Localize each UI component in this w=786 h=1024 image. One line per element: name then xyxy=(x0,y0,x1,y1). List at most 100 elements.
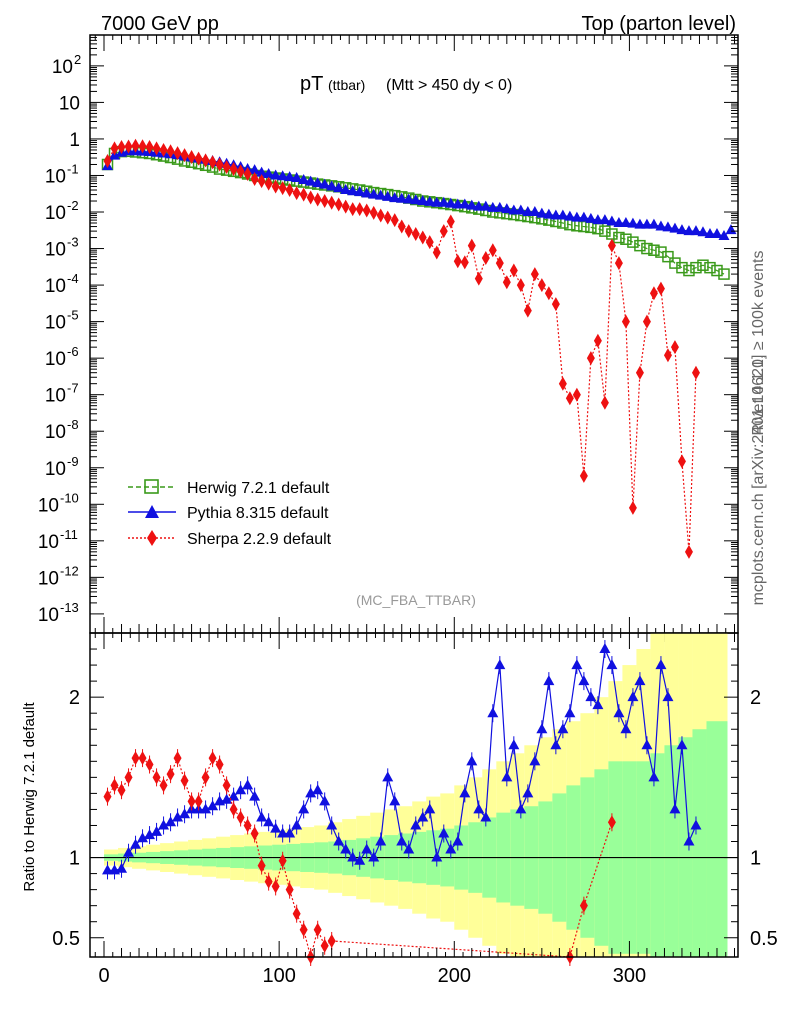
data-point-pythia xyxy=(270,169,282,180)
ratio-point-pythia xyxy=(417,811,429,822)
data-point-pythia xyxy=(340,184,352,195)
data-point-herwig xyxy=(648,244,660,256)
data-point-sherpa xyxy=(257,174,266,189)
data-point-sherpa xyxy=(264,176,273,191)
data-point-herwig xyxy=(718,268,730,280)
ratio-point-pythia xyxy=(179,808,191,819)
ratio-point-pythia xyxy=(669,803,681,814)
data-point-sherpa xyxy=(117,140,126,155)
x-tick-label: 300 xyxy=(613,965,646,987)
data-point-pythia xyxy=(592,214,604,225)
ratio-point-pythia xyxy=(207,800,219,811)
data-point-pythia xyxy=(620,217,632,228)
ratio-point-pythia xyxy=(172,811,184,822)
data-point-pythia xyxy=(361,187,373,198)
data-point-sherpa xyxy=(327,195,336,210)
data-point-pythia xyxy=(494,201,506,212)
data-point-pythia xyxy=(585,212,597,223)
y-tick-exponent: -9 xyxy=(67,454,79,469)
data-point-sherpa xyxy=(222,160,231,175)
data-point-pythia xyxy=(725,224,737,235)
ratio-point-pythia xyxy=(445,843,457,854)
ratio-point-pythia xyxy=(564,707,576,718)
data-point-sherpa xyxy=(621,314,630,329)
ratio-point-pythia xyxy=(144,829,156,840)
data-point-sherpa xyxy=(341,199,350,214)
ratio-point-pythia xyxy=(543,675,555,686)
data-point-sherpa xyxy=(236,164,245,179)
ratio-point-pythia xyxy=(487,707,499,718)
data-point-pythia xyxy=(627,217,639,228)
data-point-pythia xyxy=(249,164,261,175)
ratio-y-tick-label-right: 1 xyxy=(750,848,761,870)
data-point-herwig xyxy=(690,261,702,274)
legend-marker-pythia xyxy=(145,505,159,518)
ratio-point-pythia xyxy=(137,832,149,843)
data-point-pythia xyxy=(676,224,688,235)
ratio-point-pythia xyxy=(116,862,128,873)
data-point-sherpa xyxy=(334,197,343,212)
data-point-pythia xyxy=(375,189,387,200)
ratio-point-pythia xyxy=(501,771,513,782)
ratio-point-pythia xyxy=(529,755,541,766)
ratio-band-stat xyxy=(650,753,665,957)
legend-marker-herwig xyxy=(144,479,159,494)
ratio-point-pythia xyxy=(361,843,373,854)
ratio-point-pythia xyxy=(410,819,422,830)
ratio-point-pythia xyxy=(473,803,485,814)
ratio-point-sherpa xyxy=(103,789,112,804)
ratio-y-tick-label-right: 0.5 xyxy=(750,928,778,950)
ratio-point-sherpa xyxy=(201,770,210,785)
data-point-sherpa xyxy=(635,365,644,380)
data-point-sherpa xyxy=(418,230,427,245)
ratio-point-sherpa xyxy=(187,794,196,809)
data-point-sherpa xyxy=(677,454,686,469)
ratio-y-tick-label: 2 xyxy=(69,687,80,709)
data-point-pythia xyxy=(606,215,618,226)
data-point-sherpa xyxy=(607,238,616,253)
y-tick-label: 10 xyxy=(45,166,66,187)
data-point-pythia xyxy=(256,166,268,177)
ratio-point-pythia xyxy=(634,675,646,686)
data-point-sherpa xyxy=(453,254,462,269)
data-point-sherpa xyxy=(586,351,595,366)
ratio-point-pythia xyxy=(305,787,317,798)
ratio-point-pythia xyxy=(382,771,394,782)
data-point-sherpa xyxy=(299,187,308,202)
data-point-sherpa xyxy=(439,224,448,239)
ratio-point-pythia xyxy=(284,827,296,838)
data-point-sherpa xyxy=(278,181,287,196)
data-point-pythia xyxy=(634,218,646,229)
y-tick-label: 10 xyxy=(38,605,59,626)
data-point-sherpa xyxy=(516,278,525,293)
ratio-point-pythia xyxy=(599,643,611,654)
ratio-point-pythia xyxy=(102,864,114,875)
header-left: 7000 GeV pp xyxy=(101,13,219,35)
ratio-point-sherpa xyxy=(250,826,259,841)
y-tick-exponent: -3 xyxy=(67,235,79,250)
data-point-pythia xyxy=(515,204,527,215)
ratio-point-pythia xyxy=(242,779,254,790)
ratio-point-pythia xyxy=(347,851,359,862)
ratio-point-pythia xyxy=(571,659,583,670)
ratio-point-pythia xyxy=(676,739,688,750)
ratio-point-pythia xyxy=(431,851,443,862)
data-point-sherpa xyxy=(572,387,581,402)
ratio-band-stat xyxy=(678,737,693,957)
ratio-point-pythia xyxy=(459,787,471,798)
data-point-sherpa xyxy=(481,251,490,266)
data-point-sherpa xyxy=(397,219,406,234)
data-point-pythia xyxy=(410,194,422,205)
ratio-point-pythia xyxy=(466,755,478,766)
ratio-point-pythia xyxy=(249,790,261,801)
y-tick-exponent: -12 xyxy=(60,563,79,578)
y-tick-label: 10 xyxy=(38,495,59,516)
data-point-sherpa xyxy=(600,395,609,410)
data-point-sherpa xyxy=(201,153,210,168)
y-tick-exponent: -5 xyxy=(67,308,79,323)
data-point-sherpa xyxy=(656,281,665,296)
legend-item-pythia: Pythia 8.315 default xyxy=(128,505,329,522)
x-tick-label: 100 xyxy=(262,965,295,987)
y-tick-exponent: -10 xyxy=(60,490,79,505)
ratio-point-pythia xyxy=(123,846,135,857)
